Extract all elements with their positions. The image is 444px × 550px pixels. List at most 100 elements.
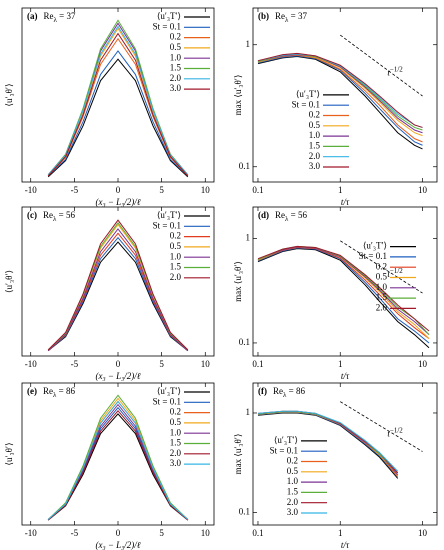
series-line bbox=[47, 403, 189, 520]
plot-lines bbox=[47, 19, 189, 178]
panel-letter: (d) bbox=[258, 210, 269, 220]
re-value: = 86 bbox=[286, 386, 305, 396]
legend-label: 3.0 bbox=[287, 507, 299, 517]
x-tick-label: 5 bbox=[159, 359, 164, 369]
reference-label: t−1/2 bbox=[387, 426, 403, 438]
x-tick-label: 10 bbox=[201, 528, 211, 538]
re-base: Re bbox=[273, 386, 283, 396]
legend-label: 0.2 bbox=[170, 231, 181, 241]
plot-frame bbox=[21, 382, 215, 526]
legend-label: 2.0 bbox=[309, 151, 321, 161]
panel-letter: (a) bbox=[27, 11, 38, 21]
series-line bbox=[47, 413, 189, 521]
series-line bbox=[47, 228, 189, 352]
panel-label: (d) Reλ = 56 bbox=[258, 210, 307, 223]
x-tick-label: -10 bbox=[25, 185, 37, 195]
x-tick-label: 10 bbox=[201, 359, 211, 369]
x-tick-label: -5 bbox=[71, 528, 79, 538]
re-sub: λ bbox=[53, 391, 57, 399]
re-sub: λ bbox=[53, 215, 57, 223]
y-axis-label: ⟨u′₃θ′⟩ bbox=[4, 84, 14, 107]
x-tick-label: 1 bbox=[338, 528, 343, 538]
legend-label: 1.0 bbox=[287, 476, 299, 486]
y-tick-label: 0.1 bbox=[239, 507, 250, 517]
panel-label: (e) Reλ = 86 bbox=[27, 386, 75, 399]
series-line bbox=[257, 52, 423, 128]
legend-label: 0.5 bbox=[376, 272, 388, 282]
series-line bbox=[47, 37, 189, 177]
series-line bbox=[47, 236, 189, 352]
x-tick-label: 0.1 bbox=[252, 185, 263, 195]
re-value: = 86 bbox=[56, 386, 75, 396]
series-line bbox=[47, 400, 189, 520]
series-line bbox=[257, 247, 430, 344]
x-tick-label: 0 bbox=[116, 359, 121, 369]
reference-exponent: −1/2 bbox=[390, 267, 403, 275]
legend-label: 0.2 bbox=[170, 407, 181, 417]
panel: -10 -5 0 5 10 (x₃ − L₃/2)/ℓ ⟨u′₃θ′⟩ (e) Reλ = 86… bbox=[4, 382, 215, 550]
plot-frame bbox=[21, 7, 215, 183]
series-line bbox=[47, 25, 189, 176]
legend-label: 1.5 bbox=[376, 292, 388, 302]
x-axis-label: t/τ bbox=[341, 371, 350, 381]
series-line bbox=[47, 50, 189, 177]
legend-label: 0.2 bbox=[287, 456, 298, 466]
re-value: = 37 bbox=[288, 11, 307, 21]
x-axis-label: t/τ bbox=[341, 197, 350, 207]
x-tick-label: 10 bbox=[201, 185, 211, 195]
panel-letter: (b) bbox=[258, 11, 269, 21]
legend-label: 0.2 bbox=[309, 110, 320, 120]
plot-frame bbox=[252, 382, 438, 526]
x-tick-label: 10 bbox=[418, 359, 428, 369]
series-line bbox=[257, 245, 430, 332]
plot-frame bbox=[252, 7, 438, 183]
legend-label: 3.0 bbox=[170, 83, 182, 93]
y-axis-label: max ⟨u′₃θ′⟩ bbox=[233, 261, 243, 302]
plot-frame bbox=[21, 206, 215, 357]
re-sub: λ bbox=[285, 215, 289, 223]
legend-label: 2.0 bbox=[170, 73, 182, 83]
x-tick-label: 10 bbox=[418, 185, 428, 195]
legend-label: ⟨u′₃T′⟩ bbox=[157, 11, 181, 21]
legend-label: 1.0 bbox=[170, 52, 182, 62]
legend-label: 3.0 bbox=[309, 161, 321, 171]
panel-label: (b) Reλ = 37 bbox=[258, 11, 307, 24]
x-tick-label: -10 bbox=[25, 359, 37, 369]
reference-label: t−1/2 bbox=[387, 267, 403, 279]
y-tick-label: 0.1 bbox=[239, 337, 250, 347]
panel-label: (a) Reλ = 37 bbox=[27, 11, 76, 24]
legend-label: 0.5 bbox=[309, 120, 321, 130]
x-axis-label: (x₃ − L₃/2)/ℓ bbox=[95, 371, 140, 381]
reference-exponent: −1/2 bbox=[390, 65, 403, 73]
series-line bbox=[257, 53, 423, 128]
legend-label: 0.2 bbox=[376, 261, 387, 271]
legend-label: ⟨u′₃T′⟩ bbox=[157, 386, 181, 396]
panel-letter: (e) bbox=[27, 386, 37, 396]
plot-lines bbox=[47, 219, 189, 352]
panel-letter: (c) bbox=[27, 210, 37, 220]
series-line bbox=[47, 58, 189, 178]
legend-label: 1.0 bbox=[309, 130, 321, 140]
plot-lines bbox=[257, 240, 430, 349]
x-axis-label: (x₃ − L₃/2)/ℓ bbox=[95, 197, 140, 207]
reference-line bbox=[340, 34, 423, 97]
legend-label: 3.0 bbox=[170, 458, 182, 468]
y-axis-label: ⟨u′₃θ′⟩ bbox=[4, 443, 14, 466]
y-tick-label: 1 bbox=[246, 407, 251, 417]
series-line bbox=[47, 394, 189, 520]
legend-label: 1.5 bbox=[170, 63, 182, 73]
x-tick-label: -5 bbox=[71, 185, 79, 195]
series-line bbox=[47, 406, 189, 521]
series-line bbox=[257, 248, 430, 349]
re-value: = 56 bbox=[288, 210, 307, 220]
legend-label: St = 0.1 bbox=[292, 99, 320, 109]
legend-label: 1.5 bbox=[170, 262, 182, 272]
x-axis-label: (x₃ − L₃/2)/ℓ bbox=[95, 540, 140, 550]
re-sub: λ bbox=[283, 391, 287, 399]
legend-label: 1.0 bbox=[170, 251, 182, 261]
series-line bbox=[257, 54, 423, 134]
x-tick-label: 5 bbox=[159, 528, 164, 538]
legend-label: St = 0.1 bbox=[153, 21, 181, 31]
y-axis-label: ⟨u′₃θ′⟩ bbox=[4, 270, 14, 293]
